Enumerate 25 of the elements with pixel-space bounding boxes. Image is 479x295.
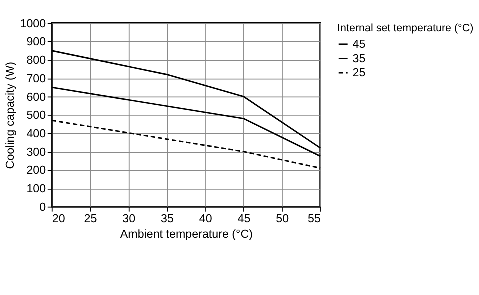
- y-tick-label: 500: [26, 109, 47, 122]
- y-tick-label: 1000: [20, 17, 47, 30]
- y-tick-label: 900: [26, 36, 47, 49]
- legend-label: 25: [352, 66, 366, 80]
- y-tick-label: 600: [26, 90, 47, 104]
- x-tick-label: 35: [161, 212, 174, 226]
- x-tick-label: 55: [308, 212, 321, 226]
- x-tick-label: 45: [238, 212, 251, 226]
- y-tick-label: 400: [26, 128, 47, 141]
- y-tick-label: 800: [26, 54, 47, 68]
- legend-label: 45: [352, 38, 366, 51]
- y-tick-label: 0: [40, 200, 47, 214]
- y-tick-label: 300: [26, 146, 47, 159]
- y-tick-label: 100: [26, 182, 47, 196]
- x-axis-title: Ambient temperature (°C): [120, 228, 254, 241]
- y-tick-label: 200: [26, 164, 47, 178]
- y-axis-title: Cooling capacity (W): [4, 62, 17, 170]
- x-tick-label: 50: [276, 212, 290, 226]
- legend-label: 35: [352, 52, 366, 66]
- x-tick-label: 30: [122, 212, 136, 226]
- x-tick-label: 40: [199, 212, 213, 226]
- y-tick-label: 700: [26, 72, 47, 86]
- legend-title: Internal set temperature (°C): [338, 22, 474, 34]
- x-tick-label: 20: [52, 212, 66, 226]
- x-tick-label: 25: [84, 212, 98, 226]
